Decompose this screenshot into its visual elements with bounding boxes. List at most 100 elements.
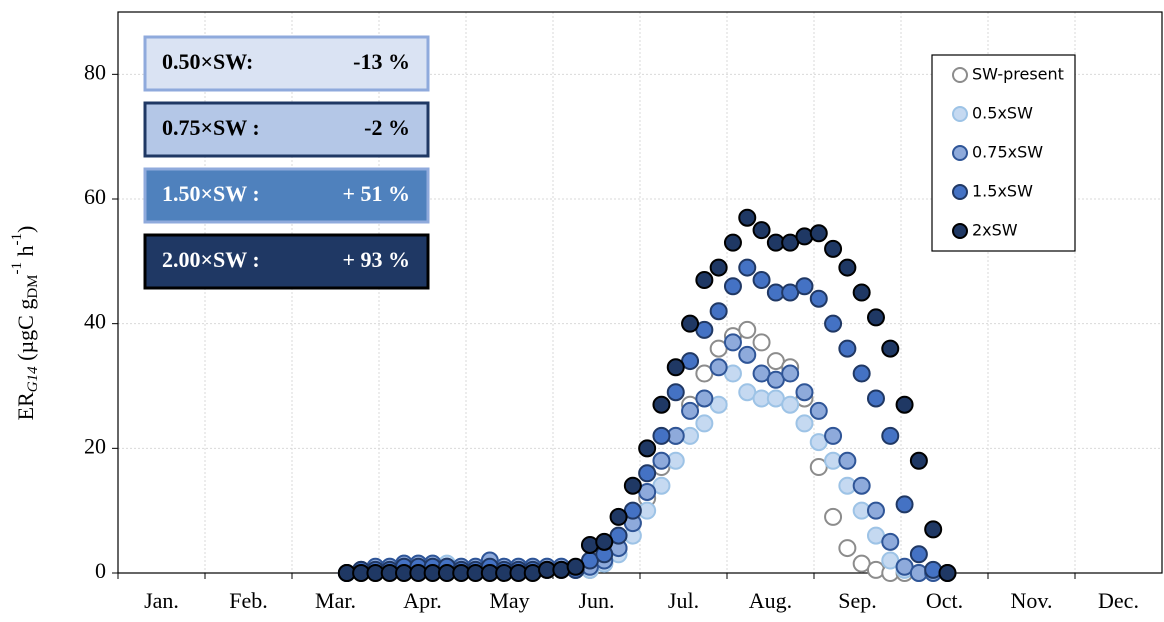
x-tick-label: Nov. — [1011, 588, 1053, 613]
point — [666, 383, 685, 402]
legend-marker — [952, 145, 968, 161]
point — [738, 345, 757, 364]
y-label-part: DM — [25, 275, 41, 299]
point — [752, 221, 771, 240]
annotation-value: + 93 % — [342, 247, 410, 272]
y-tick-label: 60 — [84, 184, 106, 209]
point — [695, 389, 714, 408]
point — [909, 545, 928, 564]
point — [595, 532, 614, 551]
annotation-label: 1.50×SW : — [162, 181, 260, 206]
point — [824, 507, 843, 526]
point — [824, 314, 843, 333]
point — [909, 451, 928, 470]
legend-marker — [952, 67, 968, 83]
point — [895, 395, 914, 414]
annotation-value: -2 % — [364, 115, 410, 140]
annotation-label: 0.75×SW : — [162, 115, 260, 140]
y-label-part: (µgC g — [13, 299, 38, 367]
x-tick-label: Dec. — [1098, 588, 1139, 613]
point — [881, 426, 900, 445]
point — [838, 451, 857, 470]
x-tick-label: Oct. — [926, 588, 963, 613]
point — [566, 557, 585, 576]
point — [866, 308, 885, 327]
y-label-part: -1 — [9, 233, 25, 246]
point — [781, 395, 800, 414]
point — [852, 476, 871, 495]
point — [852, 283, 871, 302]
point — [866, 560, 885, 579]
annotation-label: 2.00×SW : — [162, 247, 260, 272]
point — [924, 560, 943, 579]
series — [337, 208, 957, 582]
point — [681, 401, 700, 420]
point — [695, 271, 714, 290]
y-tick-label: 80 — [84, 59, 106, 84]
point — [752, 271, 771, 290]
x-tick-label: Apr. — [403, 588, 442, 613]
point — [924, 520, 943, 539]
point — [709, 258, 728, 277]
x-tick-label: Sep. — [838, 588, 877, 613]
point — [866, 501, 885, 520]
annotation-box — [143, 101, 430, 158]
point — [795, 414, 814, 433]
point — [695, 414, 714, 433]
point — [866, 389, 885, 408]
x-tick-label: Jan. — [144, 588, 179, 613]
point — [838, 339, 857, 358]
point — [723, 333, 742, 352]
point — [638, 439, 657, 458]
point — [809, 224, 828, 243]
x-tick-label: Jul. — [668, 588, 699, 613]
point — [809, 289, 828, 308]
legend-label: 0.5xSW — [972, 104, 1033, 123]
point — [652, 426, 671, 445]
y-label-part: ER — [13, 392, 38, 420]
x-tick-label: Aug. — [749, 588, 792, 613]
legend-marker — [952, 184, 968, 200]
point — [523, 564, 542, 582]
legend-marker — [952, 106, 968, 122]
point — [809, 401, 828, 420]
point — [838, 258, 857, 277]
point — [824, 239, 843, 258]
x-tick-label: Mar. — [315, 588, 356, 613]
annotation-box — [143, 35, 430, 92]
legend-label: 2xSW — [972, 221, 1018, 240]
y-label-part: -1 — [9, 262, 25, 275]
point — [795, 277, 814, 296]
point — [838, 539, 857, 558]
point — [881, 339, 900, 358]
legend-label: 1.5xSW — [972, 182, 1033, 201]
point — [652, 451, 671, 470]
y-tick-label: 20 — [84, 433, 106, 458]
point — [666, 358, 685, 377]
plot-frame — [117, 11, 1163, 574]
point — [723, 233, 742, 252]
point — [881, 532, 900, 551]
x-tick-label: Feb. — [229, 588, 268, 613]
point — [795, 227, 814, 246]
annotation-box — [143, 233, 430, 290]
point — [738, 258, 757, 277]
point — [723, 277, 742, 296]
legend-marker — [952, 223, 968, 239]
point — [609, 507, 628, 526]
point — [738, 320, 757, 339]
legend-label: 0.75xSW — [972, 143, 1043, 162]
annotation-value: -13 % — [353, 49, 410, 74]
y-tick-label: 0 — [95, 558, 106, 583]
point — [638, 464, 657, 483]
point — [781, 364, 800, 383]
x-tick-label: Jun. — [578, 588, 614, 613]
y-label-part: ) — [13, 226, 38, 233]
point — [709, 302, 728, 321]
y-tick-label: 40 — [84, 309, 106, 334]
point — [824, 426, 843, 445]
point — [738, 208, 757, 227]
point — [552, 560, 571, 579]
